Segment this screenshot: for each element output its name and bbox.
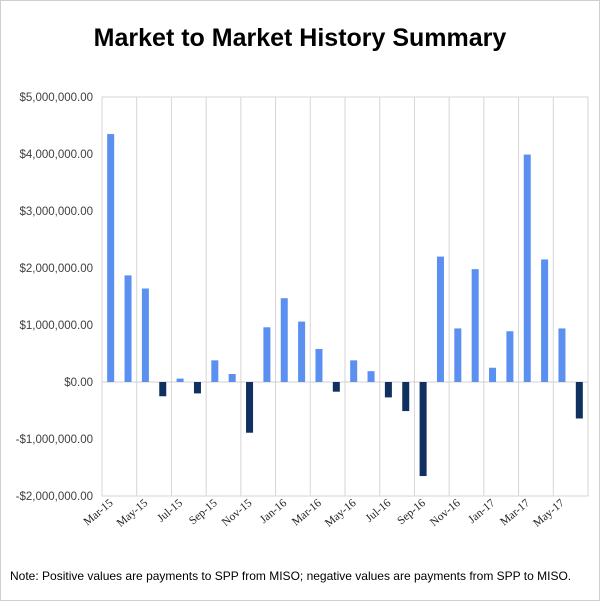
bar-jul-16: [384, 382, 392, 398]
bar-jun-17: [575, 382, 583, 419]
bar-jul-15: [176, 378, 184, 382]
bar-sep-15: [211, 360, 219, 382]
x-tick-label: May-15: [115, 497, 151, 530]
chart-title: Market to Market History Summary: [93, 24, 507, 52]
x-tick-label: Sep-16: [395, 497, 428, 527]
x-tick-label: Jan-16: [258, 497, 289, 526]
bar-jun-15: [159, 382, 167, 397]
y-tick-label: $2,000,000.00: [19, 263, 93, 275]
plot-border: [101, 96, 589, 497]
bar-jun-16: [367, 371, 375, 382]
x-tick-label: Mar-16: [290, 497, 324, 528]
x-tick-layer: Mar-15 May-15 Jul-15 Sep-15 Nov-15 Jan-16 Mar-…: [82, 497, 567, 530]
y-tick-label: $1,000,000.00: [19, 320, 93, 332]
bar-dec-16: [471, 269, 479, 382]
x-tick-label: Nov-15: [220, 497, 255, 529]
x-tick-label: Sep-15: [187, 497, 220, 527]
bar-feb-16: [298, 321, 306, 382]
bar-mar-15: [107, 134, 115, 382]
x-tick-label: Nov-16: [428, 497, 463, 529]
x-tick-label: Mar-17: [498, 497, 532, 528]
bar-aug-16: [402, 382, 410, 412]
bar-apr-15: [124, 275, 132, 382]
y-tick-label: $0.00: [64, 377, 93, 389]
bar-jan-16: [280, 298, 288, 382]
bar-jan-17: [489, 367, 497, 382]
x-tick-label: May-16: [323, 497, 359, 530]
bar-oct-16: [436, 256, 444, 382]
bar-may-17: [558, 328, 566, 382]
x-tick-label: Jan-17: [466, 497, 497, 526]
bar-dec-15: [263, 327, 271, 382]
grid-layer: [101, 96, 589, 497]
bar-aug-15: [193, 382, 201, 394]
y-tick-label: $4,000,000.00: [19, 149, 93, 161]
y-tick-label: -$1,000,000.00: [16, 434, 93, 446]
bar-nov-15: [246, 382, 254, 433]
y-tick-label: $5,000,000.00: [19, 92, 93, 104]
bar-sep-16: [419, 382, 427, 477]
bar-mar-16: [315, 348, 323, 382]
bar-may-16: [350, 360, 358, 382]
x-tick-label: Jul-16: [364, 497, 394, 525]
y-tick-label: $3,000,000.00: [19, 206, 93, 218]
bar-may-15: [141, 288, 149, 382]
bar-oct-15: [228, 374, 236, 382]
bar-mar-17: [523, 154, 531, 382]
bar-nov-16: [454, 328, 462, 382]
x-tick-label: May-17: [531, 497, 567, 530]
y-tick-layer: $5,000,000.00 $4,000,000.00 $3,000,000.00 $…: [16, 92, 93, 503]
bar-apr-16: [332, 382, 340, 392]
x-tick-label: Jul-15: [155, 497, 185, 525]
y-tick-label: -$2,000,000.00: [16, 491, 93, 503]
footnote: Note: Positive values are payments to SP…: [10, 569, 572, 583]
bar-layer: [107, 134, 583, 477]
bar-feb-17: [506, 331, 514, 382]
bar-apr-17: [541, 259, 549, 382]
